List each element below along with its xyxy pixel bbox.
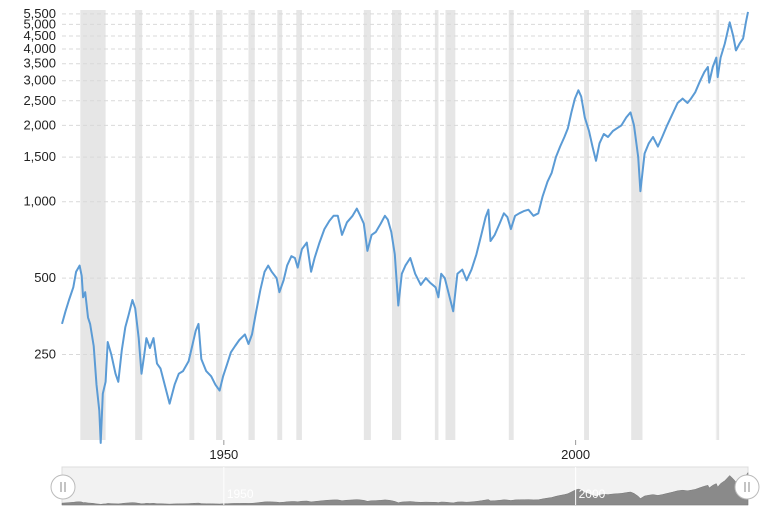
recession-band	[248, 10, 255, 440]
recession-bands	[80, 10, 720, 440]
price-series	[61, 11, 749, 444]
recession-band	[296, 10, 302, 440]
recession-band	[631, 10, 643, 440]
recession-band	[216, 10, 223, 440]
navigator-tick-label: 2000	[579, 487, 606, 501]
y-tick-label: 1,500	[23, 149, 56, 164]
y-tick-label: 2,500	[23, 93, 56, 108]
navigator-right-handle[interactable]	[734, 474, 760, 500]
navigator-tick-label: 1950	[227, 487, 254, 501]
recession-band	[445, 10, 456, 440]
x-tick-label: 1950	[209, 447, 238, 462]
y-axis-ticks: 250 500 1,000 1,500 2,000 2,500 3,000 3,5004,00…	[23, 6, 56, 362]
grid-lines	[62, 10, 748, 440]
recession-band	[277, 10, 283, 440]
y-tick-label: 5,500	[23, 6, 56, 21]
recession-band	[391, 10, 402, 440]
y-tick-label: 5,000	[23, 16, 56, 31]
range-navigator[interactable]: 1950 2000	[50, 466, 760, 506]
y-tick-label: 2,000	[23, 117, 56, 132]
y-tick-label: 4,000	[23, 41, 56, 56]
x-tick-label: 2000	[561, 447, 590, 462]
y-tick-label: 3,000	[23, 73, 56, 88]
recession-band	[434, 10, 439, 440]
y-tick-label: 1,000	[23, 194, 56, 209]
y-tick-label: 250	[34, 346, 56, 361]
navigator-area	[61, 471, 749, 506]
recession-band	[584, 10, 589, 440]
y-tick-label: 4,500	[23, 28, 56, 43]
navigator-ticks: 1950 2000	[223, 467, 606, 505]
recession-band	[189, 10, 195, 440]
navigator-left-handle[interactable]	[50, 474, 76, 500]
x-axis-ticks: 1950 2000	[209, 440, 590, 462]
recession-band	[717, 10, 720, 440]
series-line	[61, 11, 749, 444]
y-tick-label: 3,500	[23, 56, 56, 71]
recession-band	[80, 10, 106, 440]
recession-band	[135, 10, 143, 440]
recession-band	[363, 10, 371, 440]
y-tick-label: 500	[34, 270, 56, 285]
